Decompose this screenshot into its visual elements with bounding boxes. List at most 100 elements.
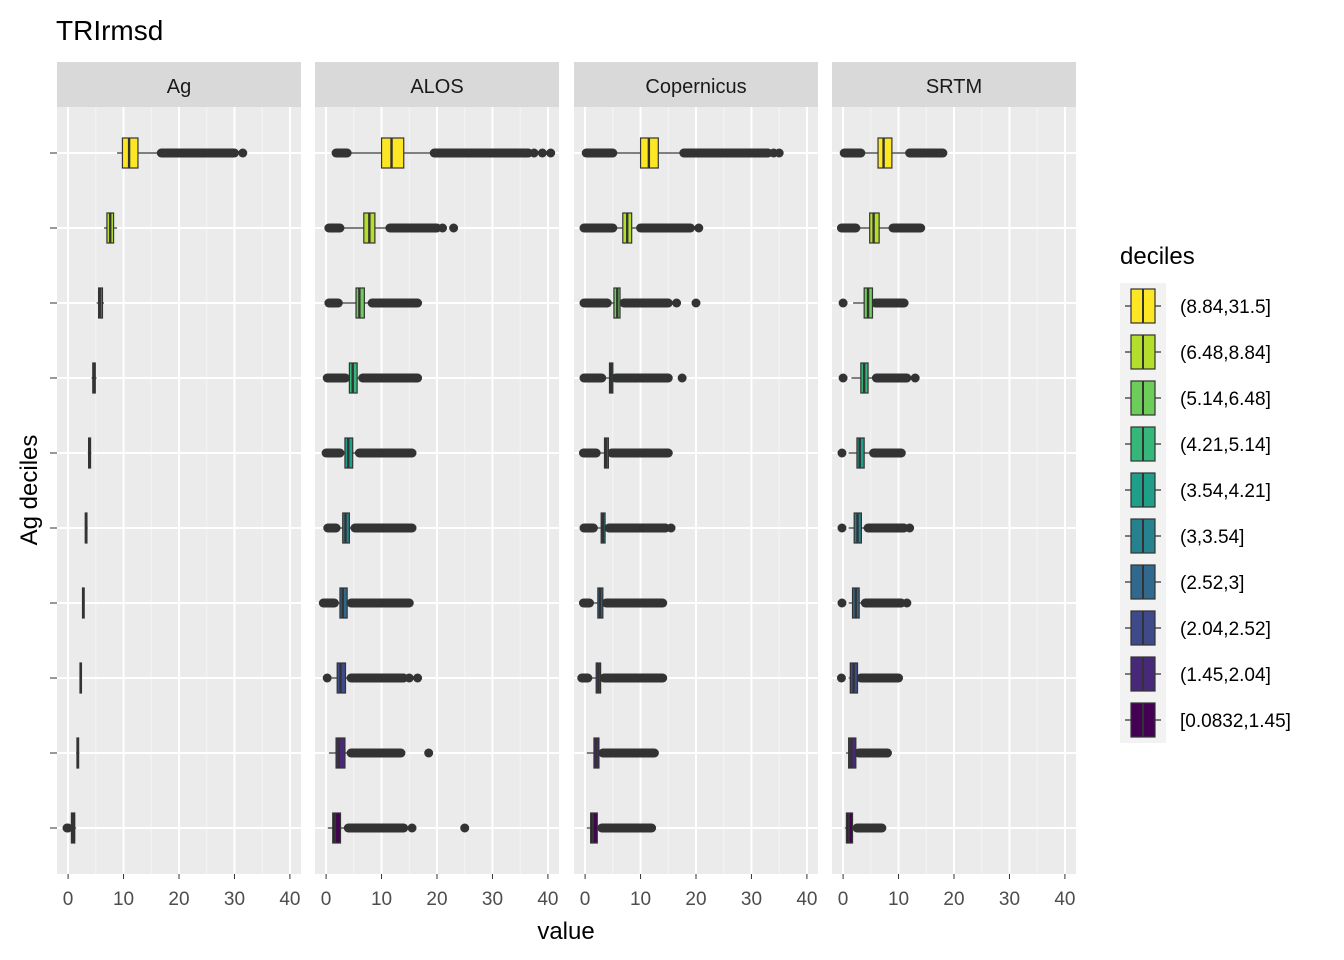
boxplot [321, 437, 417, 469]
boxplot [331, 137, 556, 169]
outlier-point [63, 823, 73, 833]
outlier-point [404, 673, 414, 683]
y-axis-title: Ag deciles [16, 435, 43, 546]
facet-strip [832, 62, 1076, 107]
boxplot [577, 662, 668, 694]
outlier-point [322, 673, 332, 683]
legend-label: (4.21,5.14] [1180, 435, 1271, 456]
facet-strip-label: Ag [167, 76, 191, 98]
legend-keys: (8.84,31.5] (6.48,8.84] (5.14,6.48] (4.21,5… [1120, 283, 1291, 743]
facet-panel: SRTM 0 10 20 30 40 [832, 62, 1076, 910]
x-tick-label: 10 [113, 889, 134, 910]
legend-label: (8.84,31.5] [1180, 297, 1271, 318]
boxplot [324, 287, 423, 319]
legend-label: (3,3.54] [1180, 527, 1244, 548]
outlier-point [836, 673, 846, 683]
outlier-point [546, 148, 556, 158]
outlier-point [691, 298, 701, 308]
outlier-point [694, 223, 704, 233]
boxplot [837, 512, 915, 544]
facet-strip [574, 62, 818, 107]
boxplot [104, 212, 118, 244]
boxplot [837, 437, 906, 469]
legend-item: [0.0832,1.45] [1120, 697, 1291, 743]
x-tick-label: 20 [943, 889, 964, 910]
legend-item: (8.84,31.5] [1120, 283, 1271, 329]
boxplot [836, 212, 926, 244]
outlier-point [902, 598, 912, 608]
x-tick-label: 10 [630, 889, 651, 910]
x-tick-label: 20 [426, 889, 447, 910]
boxplot [579, 212, 704, 244]
legend-label: (5.14,6.48] [1180, 389, 1271, 410]
x-tick-label: 10 [371, 889, 392, 910]
x-tick-label: 0 [63, 889, 74, 910]
outlier-point [407, 823, 417, 833]
x-tick-label: 20 [168, 889, 189, 910]
boxplot [836, 662, 904, 694]
outlier-point [774, 148, 784, 158]
x-tick-label: 0 [321, 889, 332, 910]
boxplot [845, 737, 892, 769]
boxplot [76, 737, 80, 769]
x-tick-label: 0 [580, 889, 591, 910]
boxplot [837, 587, 912, 619]
outlier-point [238, 148, 248, 158]
boxplot [79, 662, 83, 694]
box [335, 737, 346, 769]
outlier-point [413, 673, 423, 683]
chart-title: TRIrmsd [56, 15, 163, 46]
boxplot [318, 587, 414, 619]
facet-strip-label: Copernicus [645, 76, 746, 98]
boxplot [838, 287, 909, 319]
boxplot [579, 287, 701, 319]
boxplot [323, 512, 417, 544]
boxplot [839, 137, 948, 169]
outlier-point [460, 823, 470, 833]
legend-title: deciles [1120, 243, 1195, 270]
outlier-point [905, 523, 915, 533]
legend-item: (2.52,3] [1120, 559, 1244, 605]
outlier-point [838, 373, 848, 383]
boxplot [62, 812, 77, 844]
outlier-point [424, 748, 434, 758]
legend-label: (3.54,4.21] [1180, 481, 1271, 502]
legend-item: (2.04,2.52] [1120, 605, 1271, 651]
legend-item: (4.21,5.14] [1120, 421, 1271, 467]
legend-item: (3.54,4.21] [1120, 467, 1271, 513]
legend-label: (1.45,2.04] [1180, 665, 1271, 686]
facet-strip [315, 62, 559, 107]
x-tick-label: 10 [888, 889, 909, 910]
x-tick-label: 30 [999, 889, 1020, 910]
x-tick-label: 0 [838, 889, 849, 910]
legend-label: [0.0832,1.45] [1180, 711, 1291, 732]
boxplot [578, 437, 673, 469]
outlier-point [438, 223, 448, 233]
boxplot [328, 737, 434, 769]
outlier-point [666, 523, 676, 533]
boxplot [581, 137, 784, 169]
outlier-point [838, 298, 848, 308]
legend-item: (6.48,8.84] [1120, 329, 1271, 375]
box [877, 137, 893, 169]
boxplot [586, 737, 659, 769]
boxplot [81, 587, 85, 619]
legend-label: (2.52,3] [1180, 573, 1244, 594]
x-tick-label: 40 [1054, 889, 1075, 910]
facet-strip [57, 62, 301, 107]
boxplot [117, 137, 248, 169]
boxplot [96, 287, 105, 319]
boxplot [838, 362, 920, 394]
x-tick-label: 40 [279, 889, 300, 910]
outlier-point [672, 298, 682, 308]
outlier-point [837, 598, 847, 608]
x-tick-label: 30 [482, 889, 503, 910]
outlier-point [677, 373, 687, 383]
x-tick-label: 40 [796, 889, 817, 910]
outlier-point [449, 223, 459, 233]
boxplot [578, 587, 668, 619]
facet-panel: Ag 0 10 20 30 40 [57, 62, 301, 910]
outlier-point [537, 148, 547, 158]
facet-panels: Ag 0 10 20 30 40 ALOS 0 10 20 30 40 Copernicus 0 10 20 3… [57, 62, 1076, 910]
